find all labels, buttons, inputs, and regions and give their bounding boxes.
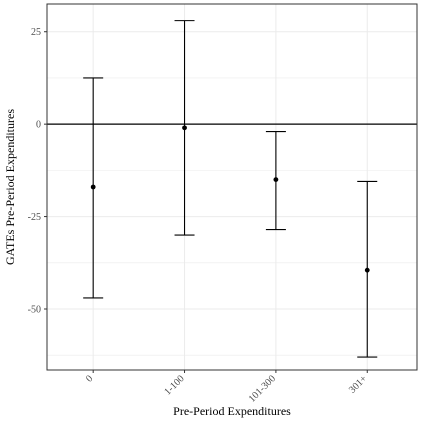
errorbar-301+ (357, 180, 378, 358)
y-axis-title: GATEs Pre-Period Expenditures (3, 109, 17, 265)
panel-border (46, 3, 418, 371)
point-estimate (90, 184, 96, 190)
errorbar-101-300 (265, 130, 286, 231)
y-tick-label: -25 (28, 212, 41, 223)
y-tick-label: 25 (31, 27, 41, 38)
point-estimate (364, 267, 370, 273)
y-axis: 25 0 -25 -50 (28, 27, 47, 316)
errorbar-0 (83, 77, 104, 299)
x-tick-label: 0 (84, 373, 95, 384)
y-tick-label: 0 (36, 120, 41, 131)
y-tick-label: -50 (28, 305, 41, 316)
x-axis: 0 1-100 101-300 301+ (84, 370, 370, 405)
point-estimate (273, 177, 279, 183)
point-estimate (182, 125, 187, 131)
grid (47, 4, 417, 370)
errorbar-1-100 (174, 20, 195, 236)
x-tick-label: 101-300 (247, 373, 278, 404)
x-tick-label: 1-100 (162, 373, 186, 397)
x-tick-label: 301+ (347, 373, 370, 396)
x-axis-title: Pre-Period Expenditures (173, 404, 291, 418)
error-bars (83, 20, 378, 358)
